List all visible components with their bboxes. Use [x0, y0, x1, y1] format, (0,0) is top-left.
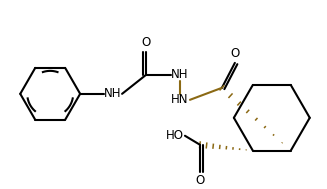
Text: NH: NH — [171, 68, 189, 81]
Text: HN: HN — [171, 93, 189, 106]
Text: HO: HO — [166, 129, 184, 142]
Text: O: O — [230, 47, 239, 60]
Text: O: O — [141, 36, 151, 49]
Text: NH: NH — [104, 87, 122, 100]
Text: O: O — [195, 174, 205, 187]
